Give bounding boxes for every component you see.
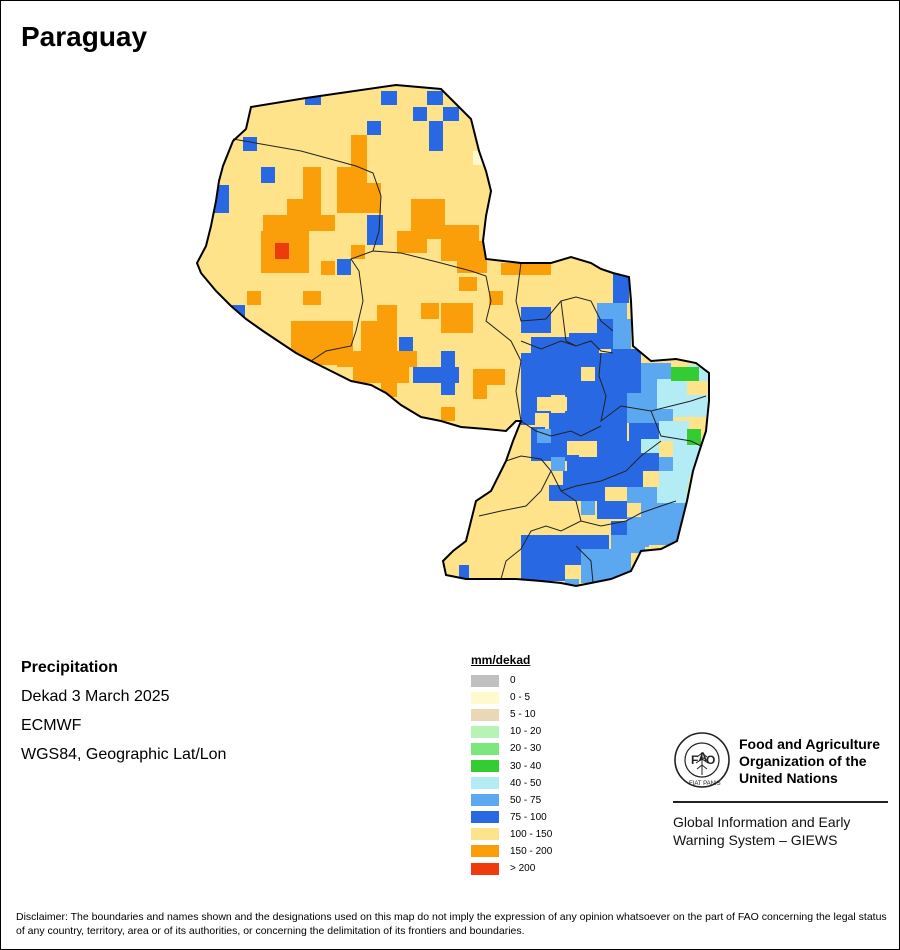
legend-label: 75 - 100 <box>510 811 547 823</box>
variable-label: Precipitation <box>21 659 118 676</box>
legend-swatch <box>471 691 499 704</box>
legend: mm/dekad 0 0 - 5 5 - 10 10 - 20 20 - 30 30 - … <box>471 653 552 877</box>
legend-swatch <box>471 760 499 773</box>
raster-0-5 <box>473 151 483 165</box>
legend-swatch <box>471 725 499 738</box>
department-boundaries <box>232 138 707 584</box>
legend-label: 0 <box>510 675 516 687</box>
fao-name: Food and Agriculture Organization of the… <box>739 736 881 786</box>
disclaimer: Disclaimer: The boundaries and names sho… <box>16 911 887 937</box>
legend-items: 0 0 - 5 5 - 10 10 - 20 20 - 30 30 - 40 40 - 50… <box>471 672 552 877</box>
legend-swatch <box>471 674 499 687</box>
raster-over-200 <box>275 243 289 259</box>
legend-swatch <box>471 862 499 875</box>
legend-swatch <box>471 828 499 841</box>
legend-item: 50 - 75 <box>471 792 552 809</box>
projection-label: WGS84, Geographic Lat/Lon <box>21 746 227 763</box>
legend-item: 40 - 50 <box>471 775 552 792</box>
legend-label: 20 - 30 <box>510 743 542 755</box>
precipitation-map <box>196 84 710 587</box>
svg-text:A: A <box>699 750 708 764</box>
period-label: Dekad 3 March 2025 <box>21 688 170 705</box>
source-label: ECMWF <box>21 717 82 734</box>
legend-item: 75 - 100 <box>471 809 552 826</box>
legend-swatch <box>471 777 499 790</box>
giews-name: Global Information and Early Warning Sys… <box>673 814 851 848</box>
legend-swatch <box>471 742 499 755</box>
legend-swatch <box>471 794 499 807</box>
legend-item: 20 - 30 <box>471 740 552 757</box>
legend-label: 0 - 5 <box>510 692 531 704</box>
precipitation-raster <box>197 85 709 586</box>
legend-label: 50 - 75 <box>510 794 542 806</box>
legend-label: 40 - 50 <box>510 777 542 789</box>
legend-item: 30 - 40 <box>471 757 552 774</box>
legend-item: 0 - 5 <box>471 689 552 706</box>
legend-item: 150 - 200 <box>471 843 552 860</box>
legend-item: > 200 <box>471 860 552 877</box>
map-info: Precipitation Dekad 3 March 2025 ECMWF W… <box>21 657 226 773</box>
legend-label: > 200 <box>510 863 536 875</box>
raster-100-150-patches <box>469 367 597 579</box>
legend-label: 30 - 40 <box>510 760 542 772</box>
legend-item: 10 - 20 <box>471 723 552 740</box>
fao-logo-icon: F A O FIAT PANIS <box>674 732 730 788</box>
raster-150-200 <box>247 135 551 421</box>
map-title: Paraguay <box>21 21 148 52</box>
legend-label: 150 - 200 <box>510 845 553 857</box>
legend-item: 100 - 150 <box>471 826 552 843</box>
fao-divider <box>673 801 888 803</box>
svg-text:O: O <box>706 753 715 767</box>
legend-title: mm/dekad <box>471 653 531 667</box>
legend-item: 5 - 10 <box>471 706 552 723</box>
legend-swatch <box>471 845 499 858</box>
legend-label: 100 - 150 <box>510 828 553 840</box>
legend-swatch <box>471 708 499 721</box>
fao-motto: FIAT PANIS <box>689 781 721 787</box>
legend-swatch <box>471 811 499 824</box>
svg-text:F: F <box>691 753 698 767</box>
legend-label: 5 - 10 <box>510 709 536 721</box>
legend-label: 10 - 20 <box>510 726 542 738</box>
legend-item: 0 <box>471 672 552 689</box>
